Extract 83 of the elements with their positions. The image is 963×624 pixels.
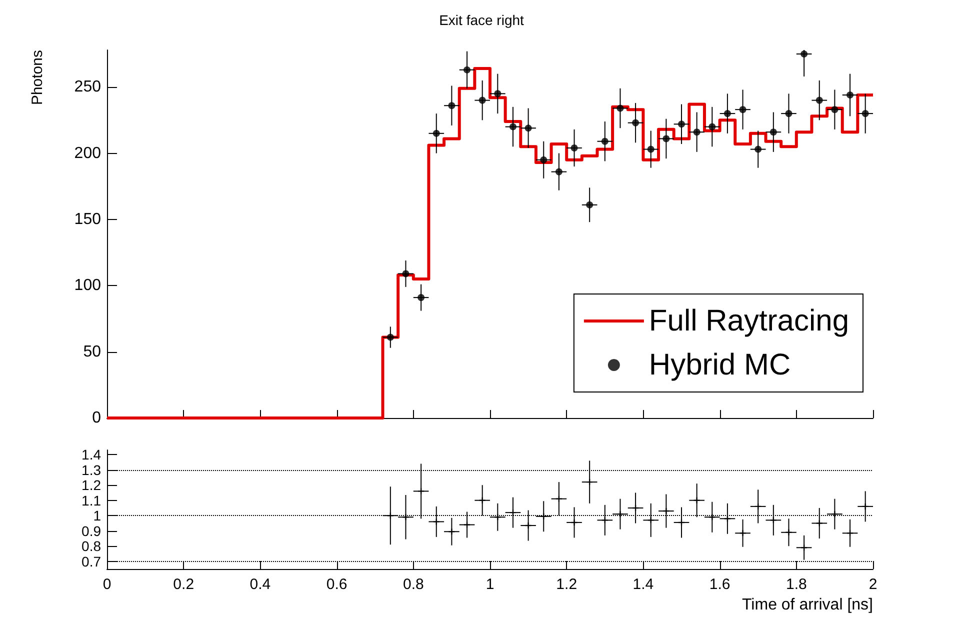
point: [831, 106, 838, 114]
point: [418, 488, 424, 494]
point: [494, 514, 501, 520]
point: [464, 522, 470, 528]
y-tick-label: 0.9: [82, 522, 102, 539]
point: [464, 66, 471, 74]
point: [786, 529, 792, 536]
point: [724, 110, 731, 118]
x-tick-label: 1.8: [786, 576, 807, 593]
point: [616, 104, 624, 112]
y-tick-label: 1.3: [82, 462, 102, 478]
y-tick-label: 0: [92, 410, 102, 426]
point: [570, 144, 578, 152]
point: [647, 146, 654, 153]
point: [571, 519, 578, 526]
point: [479, 497, 486, 504]
point: [739, 106, 746, 114]
y-tick-label: 250: [74, 78, 102, 96]
point: [740, 530, 746, 536]
x-tick-label: 0.6: [326, 576, 348, 593]
point: [555, 168, 562, 176]
y-tick-label: 1.2: [82, 477, 102, 494]
legend-label: Hybrid MC: [648, 348, 791, 382]
point: [754, 146, 762, 153]
x-tick-label: 1.6: [709, 576, 730, 593]
point: [524, 124, 532, 132]
point: [862, 503, 868, 510]
point: [494, 90, 502, 98]
y-axis-title: Photons: [29, 50, 46, 106]
y-tick-label: 100: [74, 277, 102, 294]
point: [663, 508, 670, 514]
point: [601, 138, 608, 145]
point: [662, 135, 670, 142]
y-tick-label: 150: [74, 210, 102, 228]
point: [846, 92, 854, 99]
point: [816, 96, 823, 104]
y-tick-label: 0.8: [82, 538, 102, 554]
y-tick-label: 0.7: [82, 553, 102, 570]
legend-label: Full Raytracing: [648, 304, 850, 338]
y-tick-label: 1: [93, 508, 102, 524]
x-tick-label: 1: [486, 576, 494, 593]
point: [525, 522, 532, 529]
point: [693, 128, 700, 136]
point: [586, 201, 594, 208]
point: [800, 50, 808, 58]
point: [862, 110, 869, 118]
point: [509, 123, 516, 130]
point: [648, 517, 654, 524]
y-tick-label: 1.4: [82, 446, 102, 463]
point: [632, 119, 640, 126]
point: [448, 102, 456, 110]
point: [478, 96, 486, 104]
x-tick-label: 1.4: [632, 576, 654, 593]
y-tick-label: 50: [83, 343, 102, 360]
x-tick-label: 1.2: [556, 576, 578, 593]
point: [617, 511, 624, 518]
point: [770, 517, 776, 524]
point: [402, 270, 410, 278]
point: [433, 518, 440, 525]
point: [724, 516, 730, 522]
point: [770, 128, 777, 136]
x-axis-title: Time of arrival [ns]: [742, 596, 873, 614]
point: [418, 294, 425, 302]
y-tick-label: 1.1: [82, 492, 102, 508]
point: [708, 123, 716, 130]
point: [402, 514, 409, 520]
point: [432, 130, 440, 137]
chart-title: Exit face right: [439, 12, 524, 28]
point: [448, 528, 455, 535]
x-tick-label: 0.2: [173, 576, 194, 593]
x-tick-label: 0.8: [402, 576, 424, 593]
y-tick-label: 200: [74, 144, 102, 162]
point: [785, 110, 792, 118]
point: [540, 156, 548, 164]
point: [832, 511, 838, 518]
x-tick-label: 2: [868, 576, 878, 593]
point: [816, 520, 822, 526]
x-tick-label: 0.4: [250, 576, 271, 593]
point: [556, 496, 562, 502]
point: [678, 120, 685, 128]
point: [386, 334, 394, 341]
point: [694, 497, 700, 504]
point: [602, 517, 608, 524]
